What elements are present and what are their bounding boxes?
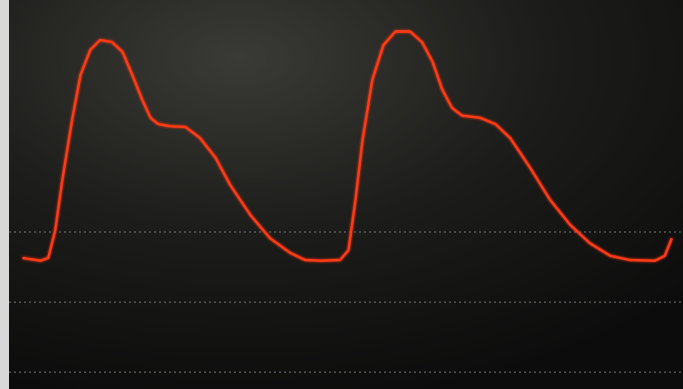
- oscilloscope-screen: [0, 0, 683, 389]
- screen-edge: [0, 0, 9, 389]
